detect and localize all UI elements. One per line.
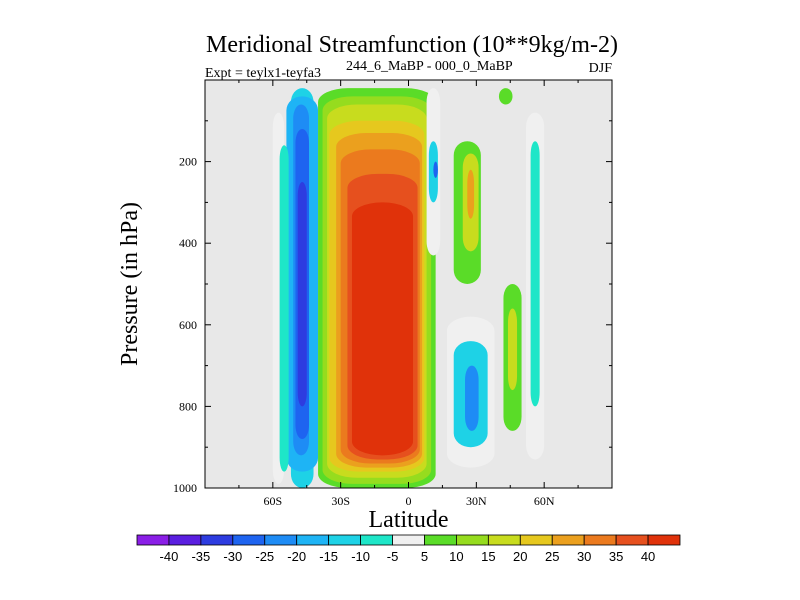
y-tick-label: 1000 xyxy=(173,481,197,495)
contour-region-27 xyxy=(530,141,540,407)
x-tick-label: 30S xyxy=(331,494,350,508)
axis-ticks-layer: 60S 30S 0 30N 60N 200 400 600 800 1000 xyxy=(173,80,612,508)
colorbar-swatch-15 xyxy=(615,534,649,546)
y-tick-label: 200 xyxy=(179,155,197,169)
colorbar-level-label: -20 xyxy=(287,549,306,564)
contour-fill-layer xyxy=(272,88,545,488)
colorbar-swatch-1 xyxy=(168,534,202,546)
colorbar-level-label: 5 xyxy=(421,549,428,564)
colorbar-level-label: -5 xyxy=(387,549,399,564)
colorbar-level-label: -10 xyxy=(351,549,370,564)
chart-subtitle-left: Expt = teylx1-teyfa3 xyxy=(205,66,321,81)
colorbar-swatch-7 xyxy=(360,534,393,546)
y-axis-label: Pressure (in hPa) xyxy=(117,202,143,366)
contour-region-6 xyxy=(279,145,289,472)
x-tick-label: 60S xyxy=(263,494,282,508)
colorbar-swatch-8 xyxy=(392,534,425,546)
colorbar-swatch-10 xyxy=(456,534,489,546)
colorbar-level-label: 40 xyxy=(641,549,655,564)
colorbar-level-label: 30 xyxy=(577,549,591,564)
colorbar-swatch-0 xyxy=(136,534,170,546)
colorbar-level-label: 20 xyxy=(513,549,527,564)
chart-subtitle-superscript: 244_6_MaBP - 000_0_MaBP xyxy=(346,59,513,74)
colorbar-level-label: -25 xyxy=(255,549,274,564)
colorbar-level-label: 35 xyxy=(609,549,623,564)
colorbar-swatch-14 xyxy=(583,534,617,546)
colorbar-swatch-6 xyxy=(328,534,361,546)
colorbar-swatch-11 xyxy=(487,534,521,546)
colorbar-swatch-16 xyxy=(647,534,681,546)
x-tick-label: 0 xyxy=(406,494,412,508)
colorbar-swatch-2 xyxy=(200,534,234,546)
colorbar-swatch-4 xyxy=(264,534,298,546)
colorbar-level-label: -40 xyxy=(160,549,179,564)
colorbar-level-label: 25 xyxy=(545,549,559,564)
y-tick-label: 800 xyxy=(179,399,197,413)
x-tick-label: 30N xyxy=(466,494,487,508)
colorbar-swatch-3 xyxy=(232,534,266,546)
x-axis-label: Latitude xyxy=(369,507,449,533)
contour-region-4 xyxy=(297,182,307,407)
colorbar-swatch-5 xyxy=(296,534,330,546)
colorbar-level-label: -35 xyxy=(191,549,210,564)
chart-subtitle-season: DJF xyxy=(589,61,613,76)
colorbar-level-label: 10 xyxy=(449,549,463,564)
x-tick-label: 60N xyxy=(534,494,555,508)
colorbar-level-label: 15 xyxy=(481,549,495,564)
colorbar-swatch-13 xyxy=(551,534,585,546)
chart-title: Meridional Streamfunction (10**9kg/m-2) xyxy=(206,32,618,58)
contour-region-17 xyxy=(433,161,438,178)
colorbar-level-label: -15 xyxy=(319,549,338,564)
contour-region-28 xyxy=(498,88,513,105)
colorbar-swatch-9 xyxy=(424,534,457,546)
colorbar-level-label: -30 xyxy=(223,549,242,564)
colorbar-swatch-12 xyxy=(519,534,553,546)
contour-region-20 xyxy=(467,169,475,219)
contour-region-16 xyxy=(428,141,438,203)
contour-region-14 xyxy=(351,202,414,456)
contour-region-25 xyxy=(507,308,518,391)
contour-region-23 xyxy=(465,365,479,431)
colorbar: -40 -35 -30 -25 -20 -15 -10 -5 5 10 15 20 25 30 35 40 xyxy=(136,534,681,564)
y-tick-label: 600 xyxy=(179,318,197,332)
y-tick-label: 400 xyxy=(179,236,197,250)
